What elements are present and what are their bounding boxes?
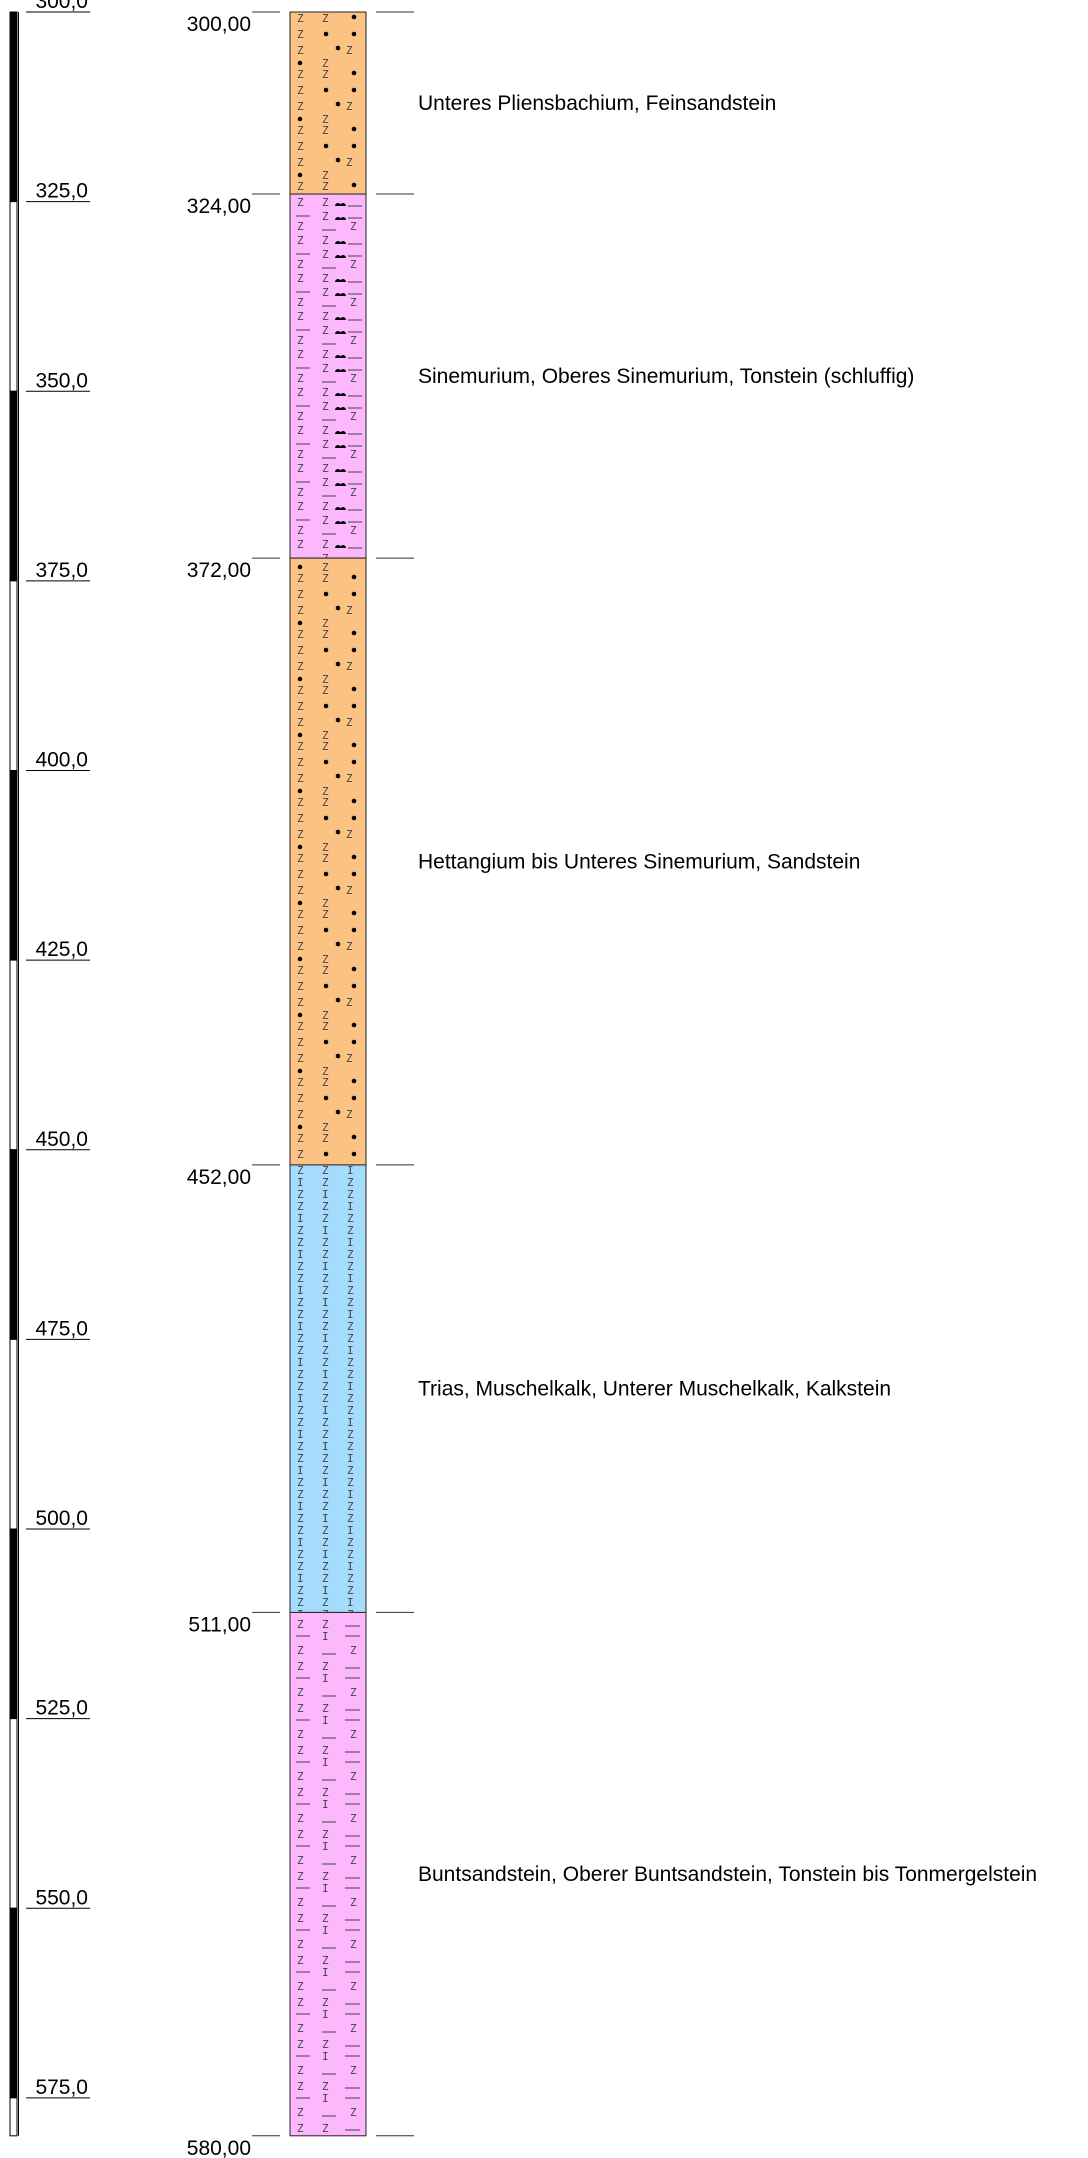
- scale-tick-label: 475,0: [35, 1317, 88, 1340]
- layer-boundaries: 300,00 324,00 372,00 452,00 511,00 580,00: [187, 11, 414, 2158]
- scale-tick-label: 350,0: [35, 369, 88, 392]
- layer-column: [289, 11, 367, 2137]
- layer-clay-pattern: [289, 193, 367, 559]
- boundary-depth-label: 511,00: [188, 1613, 251, 1636]
- scale-segment: [9, 201, 18, 392]
- scale-segment: [9, 1149, 18, 1340]
- boundary-depth-label: 372,00: [187, 559, 251, 582]
- scale-tick-label: 450,0: [35, 1128, 88, 1151]
- scale-tick-label: 550,0: [35, 1886, 88, 1909]
- scale-segment: [9, 1907, 18, 2099]
- layer-description: Hettangium bis Unteres Sinemurium, Sands…: [418, 851, 860, 874]
- scale-tick-label: 425,0: [35, 938, 88, 961]
- scale-segment: [9, 1718, 18, 1909]
- scale-tick-label: 325,0: [35, 180, 88, 203]
- scale-tick-label: 300,0: [35, 0, 88, 13]
- scale-tick-label: 500,0: [35, 1507, 88, 1530]
- boundary-depth-label: 324,00: [187, 195, 251, 218]
- layer-sand-pattern: [289, 557, 367, 1166]
- boundary-depth-label: 580,00: [187, 2137, 251, 2158]
- scale-segment: [9, 959, 18, 1151]
- depth-scale: 300,0 325,0 350,0 375,0 400,0 425,0 450,0 475,0…: [9, 0, 90, 2137]
- scale-tick-label: 575,0: [35, 2076, 88, 2099]
- layer-description: Buntsandstein, Oberer Buntsandstein, Ton…: [418, 1863, 1037, 1886]
- layer-lime-pattern: [289, 1164, 367, 1613]
- scale-segment: [9, 2097, 18, 2137]
- scale-tick-label: 375,0: [35, 559, 88, 582]
- layer-descriptions: Unteres Pliensbachium, Feinsandstein Sine…: [418, 92, 1037, 1886]
- scale-segment: [9, 580, 18, 771]
- layer-description: Unteres Pliensbachium, Feinsandstein: [418, 92, 776, 115]
- boundary-depth-label: 452,00: [187, 1166, 251, 1189]
- layer-description: Trias, Muschelkalk, Unterer Muschelkalk,…: [418, 1378, 891, 1401]
- scale-segment: [9, 390, 18, 582]
- scale-segment: [9, 1338, 18, 1530]
- scale-segment: [9, 11, 18, 203]
- scale-segment: [9, 1528, 18, 1720]
- layer-description: Sinemurium, Oberes Sinemurium, Tonstein …: [418, 365, 914, 388]
- layer-sand-pattern: [289, 11, 367, 195]
- scale-segment: [9, 770, 18, 961]
- layer-marl-pattern: [289, 1611, 367, 2137]
- scale-tick-label: 400,0: [35, 749, 88, 772]
- boundary-depth-label: 300,00: [187, 13, 251, 36]
- scale-tick-label: 525,0: [35, 1697, 88, 1720]
